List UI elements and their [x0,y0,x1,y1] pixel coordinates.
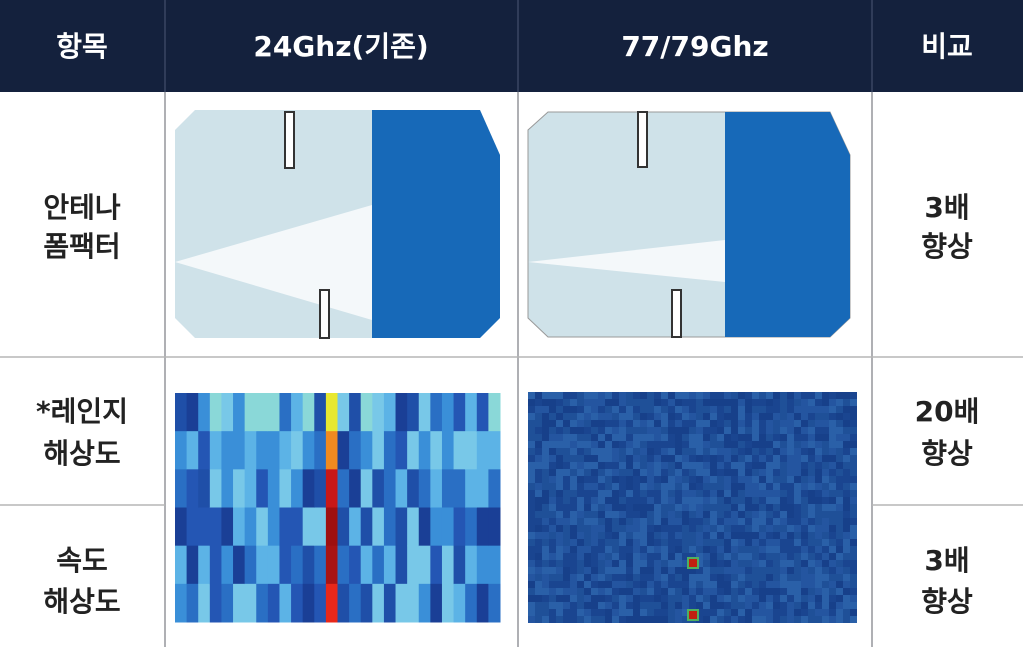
row-label: 속도 [56,544,108,577]
comparison: 향상 [921,585,973,618]
row-label: 해상도 [43,585,120,618]
header-cell: 24Ghz(기존) [253,30,428,63]
comparison-table: 항목 24Ghz(기존) 77/79Ghz 비교 안테나 폼팩터 3배 향상 *… [0,0,1023,647]
header-bar [0,0,1023,92]
grid [0,0,1023,647]
page: 항목 24Ghz(기존) 77/79Ghz 비교 안테나 폼팩터 3배 향상 *… [0,0,1023,647]
heatmap-24ghz [175,393,501,623]
header-cell: 항목 [56,30,108,63]
row-label: *레인지 [36,395,128,428]
comparison: 향상 [921,437,973,470]
heatmap-77ghz [528,392,857,623]
comparison: 3배 [924,544,969,577]
comparison: 향상 [921,230,973,263]
header-cell: 77/79Ghz [621,30,768,63]
comparison: 20배 [915,395,980,428]
antenna-diagram-77ghz [528,112,850,337]
antenna-diagram-24ghz [175,110,500,338]
header-cell: 비교 [921,30,973,63]
row-label: 안테나 [43,191,121,224]
row-label: 해상도 [43,437,120,470]
row-label: 폼팩터 [43,230,120,263]
comparison: 3배 [924,191,969,224]
